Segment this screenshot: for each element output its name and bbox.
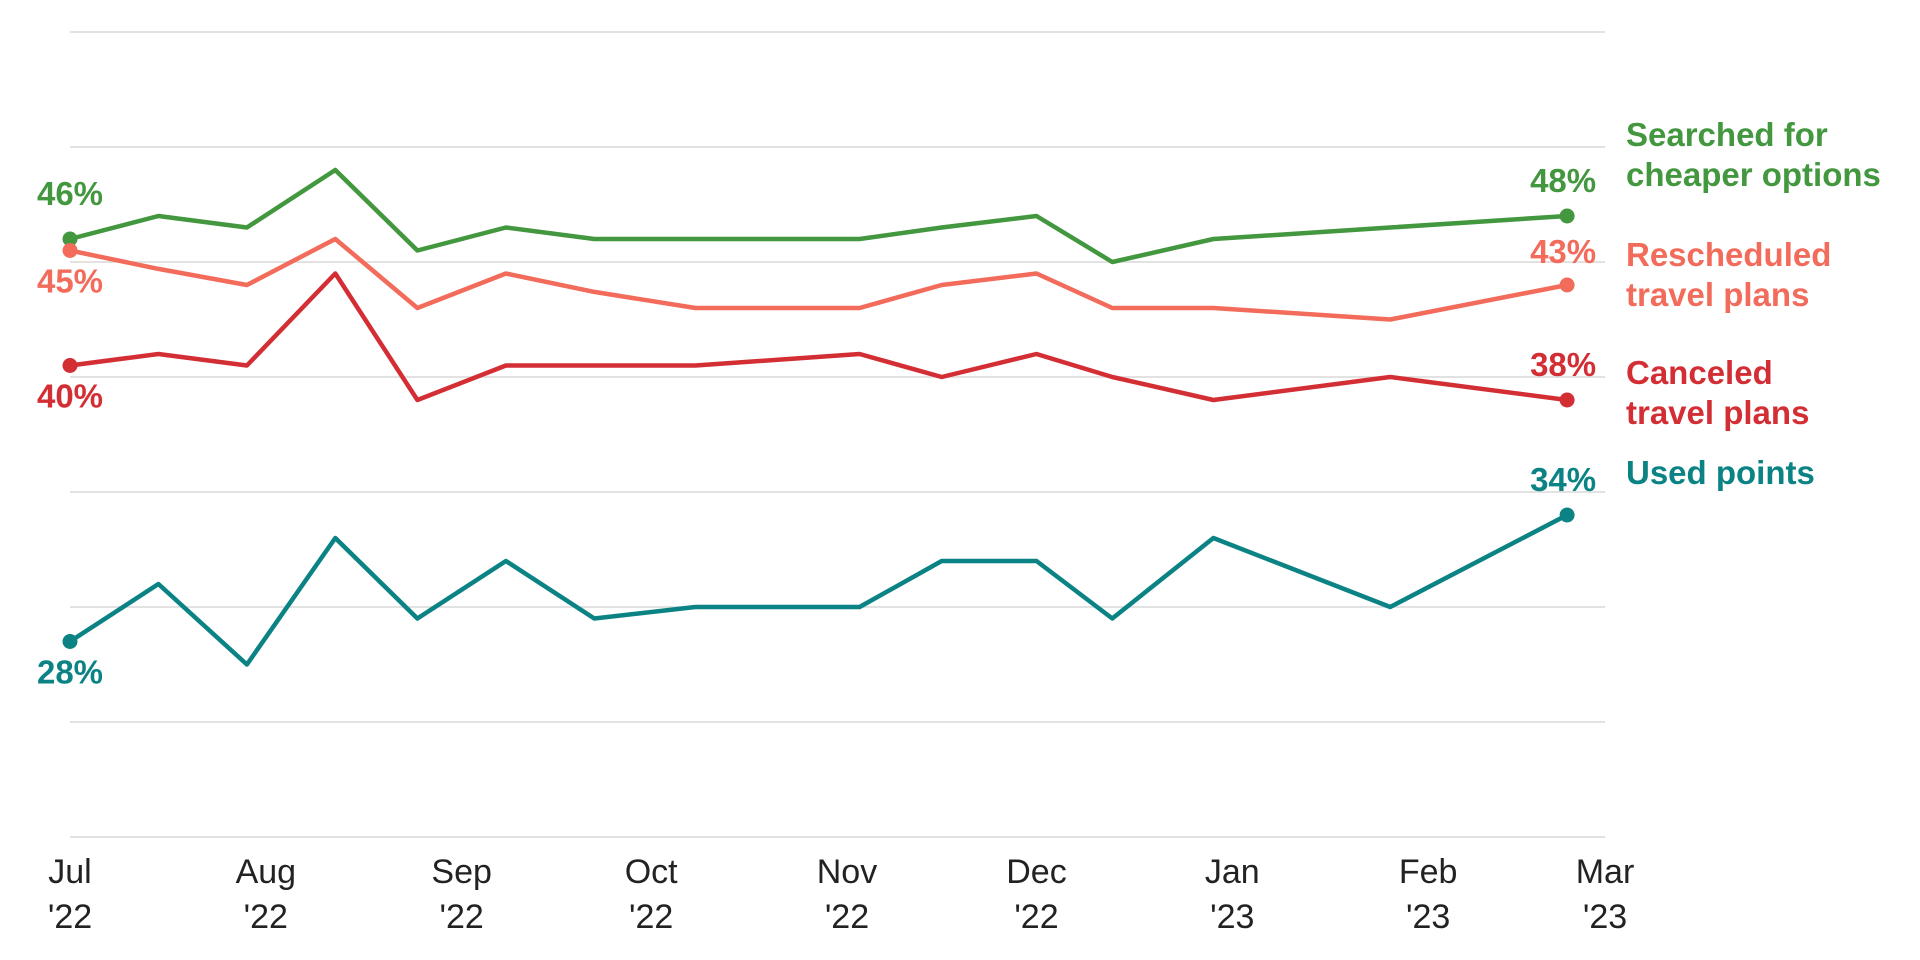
x-tick-label: Jul '22 [48,853,92,936]
series-name-line: Rescheduled [1626,236,1831,273]
x-tick-label-line: '23 [1583,898,1627,936]
x-tick-label-line: Aug [236,853,297,891]
x-tick-label-line: '22 [439,898,483,936]
x-tick-label-line: '23 [1406,898,1450,936]
x-tick-label-line: Mar [1576,853,1635,891]
series-line [67,512,1570,667]
series-name-line: Canceled [1626,354,1773,391]
x-tick-label-line: Jan [1205,853,1260,891]
series-name-line: Used points [1626,454,1815,491]
end-value-label: 48% [1530,162,1596,199]
series-name-line: travel plans [1626,394,1809,431]
series-name-label: Used points [1626,454,1815,491]
x-tick-label: Nov '22 [817,853,877,936]
end-value-label: 43% [1530,233,1596,270]
start-value-label: 46% [37,175,103,212]
x-tick-label-line: '22 [629,898,673,936]
end-value-label: 34% [1530,461,1596,498]
series-name-line: travel plans [1626,276,1809,313]
x-tick-label-line: '22 [825,898,869,936]
x-axis: Jul '22 Aug '22 Sep '22 Oct '22 Nov '22 Dec '22 Jan '… [48,853,1634,936]
start-value-label: 45% [37,263,103,300]
series-name-line: cheaper options [1626,156,1881,193]
start-value-label: 28% [37,654,103,691]
x-tick-label-line: '22 [1014,898,1058,936]
start-point [62,243,78,258]
x-tick-label: Mar '23 [1576,853,1635,936]
series-line [67,271,1570,403]
x-tick-label-line: '22 [48,898,92,936]
x-tick-label-line: '22 [244,898,288,936]
x-tick-label: Dec '22 [1006,853,1066,936]
x-tick-label-line: Jul [48,853,91,891]
x-tick-label: Aug '22 [236,853,297,936]
end-point [1559,392,1575,408]
start-point [62,634,78,649]
start-point [62,358,78,373]
series-labels: 46% 48% Searched for cheaper options 45% 43% R… [37,116,1881,691]
x-tick-label: Jan '23 [1205,853,1260,936]
x-tick-label-line: Oct [625,853,678,891]
x-tick-label: Oct '22 [625,853,678,936]
series-lines [62,167,1575,667]
series-line [67,236,1570,322]
x-tick-label-line: '23 [1210,898,1254,936]
end-point [1559,208,1575,224]
end-value-label: 38% [1530,346,1596,383]
series-name-label: Rescheduled travel plans [1626,236,1831,313]
start-point [62,231,78,247]
gridlines [70,31,1605,838]
x-tick-label-line: Feb [1399,853,1458,891]
x-tick-label: Feb '23 [1399,853,1458,936]
series-name-line: Searched for [1626,116,1828,153]
x-tick-label: Sep '22 [431,853,492,936]
series-line [67,167,1570,265]
series-name-label: Searched for cheaper options [1626,116,1881,193]
end-point [1559,507,1575,523]
x-tick-label-line: Nov [817,853,877,891]
start-value-label: 40% [37,378,103,415]
end-point [1559,277,1575,293]
x-tick-label-line: Sep [431,853,492,891]
series-name-label: Canceled travel plans [1626,354,1809,431]
x-tick-label-line: Dec [1006,853,1066,891]
